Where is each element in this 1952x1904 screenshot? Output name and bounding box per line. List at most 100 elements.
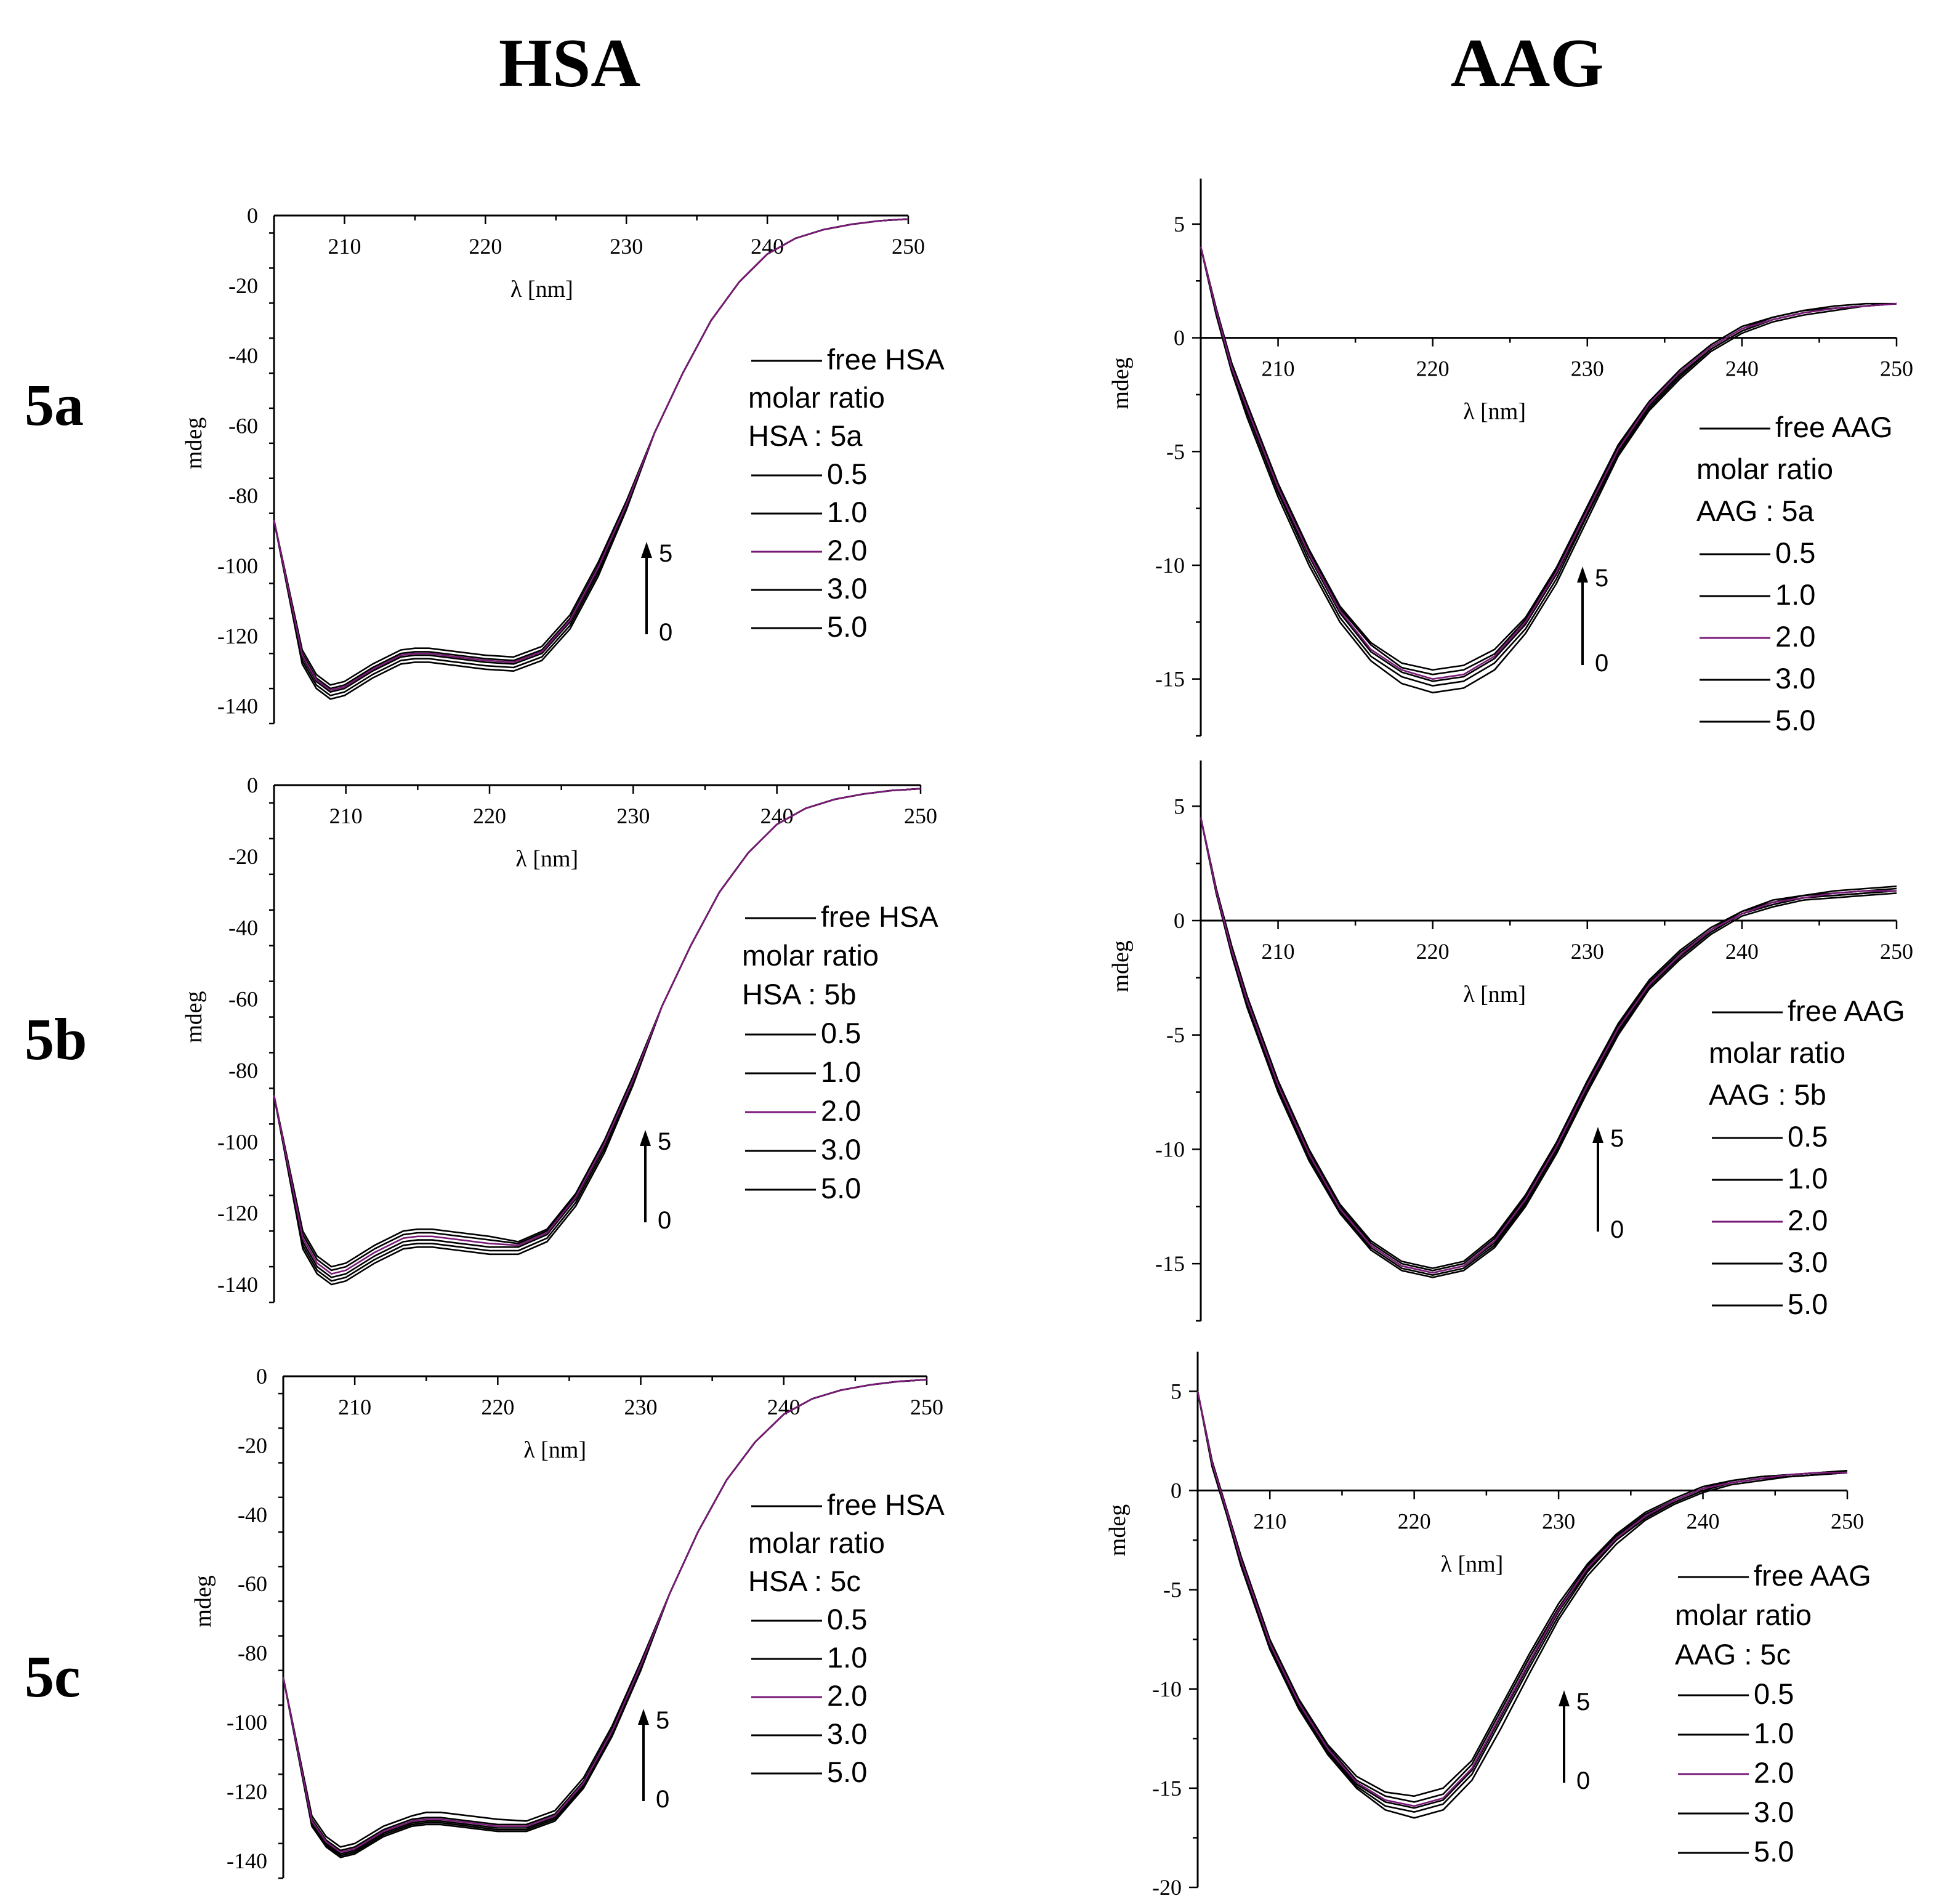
series-line-5.0 <box>1200 246 1897 671</box>
legend-entry-label: 2.0 <box>821 1094 861 1127</box>
arrow-head <box>638 1709 649 1725</box>
legend: free HSA molar ratio HSA : 5c 0.5 1.0 2.0 3.0 5… <box>748 1488 945 1788</box>
x-tick-label: 240 <box>767 1395 801 1419</box>
legend-title: HSA : 5b <box>742 978 857 1010</box>
y-axis-label: mdeg <box>181 418 207 469</box>
x-tick-label: 250 <box>910 1395 943 1419</box>
trend-arrow: 50 <box>638 1707 669 1813</box>
legend-entry-label: 5.0 <box>1754 1835 1794 1868</box>
legend-title: molar ratio <box>742 939 879 972</box>
y-tick-label: -5 <box>1166 1023 1185 1047</box>
y-tick-label: -10 <box>1155 553 1185 578</box>
y-tick-label: 5 <box>1171 1379 1182 1403</box>
y-tick-label: -100 <box>217 554 258 578</box>
x-tick-label: 220 <box>481 1395 514 1419</box>
y-tick-label: -10 <box>1152 1677 1182 1701</box>
legend-entry-label: 3.0 <box>827 1717 867 1750</box>
y-tick-label: -20 <box>228 273 258 298</box>
legend-free-label: free HSA <box>821 900 938 933</box>
x-tick-label: 210 <box>1262 357 1295 381</box>
legend-free-label: free AAG <box>1754 1559 1871 1592</box>
legend-entry-label: 0.5 <box>1775 536 1815 569</box>
legend-entry-label: 2.0 <box>827 1679 867 1712</box>
legend-entry-label: 0.5 <box>827 458 867 490</box>
series-line-0.5 <box>273 218 909 696</box>
y-tick-label: 0 <box>247 773 258 797</box>
series-line-2.0 <box>273 218 909 692</box>
legend: free AAG molar ratio AAG : 5b 0.5 1.0 2.0 3.0 5… <box>1709 994 1905 1320</box>
legend-entry-label: 3.0 <box>1788 1246 1828 1278</box>
series-line-3.0 <box>273 218 909 690</box>
arrow-head <box>641 542 652 558</box>
row-label-5c: 5c <box>25 1644 81 1709</box>
row-label-5a: 5a <box>25 372 84 438</box>
legend-entry-label: 3.0 <box>1775 662 1815 695</box>
x-axis-label: λ [nm] <box>523 1437 586 1463</box>
x-tick-label: 230 <box>610 234 643 259</box>
legend-title: molar ratio <box>1709 1036 1845 1069</box>
arrow-label-end: 5 <box>658 1128 671 1155</box>
arrow-label-end: 5 <box>1595 565 1608 592</box>
trend-arrow: 50 <box>1592 1125 1624 1243</box>
legend-entry-label: 2.0 <box>1754 1756 1794 1789</box>
legend-entry-label: 5.0 <box>1788 1288 1828 1320</box>
x-tick-label: 210 <box>1262 939 1295 964</box>
legend-free-label: free HSA <box>827 1488 945 1521</box>
y-tick-label: -40 <box>228 916 258 940</box>
arrow-label-start: 0 <box>658 1207 671 1234</box>
y-tick-label: -5 <box>1166 439 1185 464</box>
arrow-head <box>1577 567 1588 583</box>
legend-title: molar ratio <box>1675 1599 1812 1631</box>
x-tick-label: 250 <box>1880 357 1913 381</box>
y-tick-label: -60 <box>228 987 258 1012</box>
x-tick-label: 250 <box>904 804 937 828</box>
legend-free-label: free AAG <box>1775 411 1893 443</box>
series-line-1.0 <box>1200 817 1897 1274</box>
legend: free AAG molar ratio AAG : 5c 0.5 1.0 2.0 3.0 5… <box>1675 1559 1871 1868</box>
arrow-label-end: 5 <box>1576 1688 1590 1716</box>
series-line-5.0 <box>1200 817 1897 1269</box>
x-tick-label: 220 <box>469 234 502 259</box>
legend-entry-label: 2.0 <box>1775 620 1815 653</box>
x-tick-label: 230 <box>616 804 650 828</box>
y-tick-label: 0 <box>247 203 258 228</box>
legend-title: AAG : 5b <box>1709 1078 1826 1111</box>
y-tick-label: -5 <box>1163 1578 1182 1602</box>
y-tick-label: -80 <box>228 483 258 508</box>
x-tick-label: 230 <box>1571 357 1604 381</box>
y-tick-label: -15 <box>1155 1251 1185 1276</box>
legend-entry-label: 1.0 <box>1775 578 1815 611</box>
y-tick-label: 0 <box>1174 326 1185 350</box>
arrow-label-start: 0 <box>1576 1767 1590 1794</box>
legend-entry-label: 0.5 <box>827 1603 867 1636</box>
panel-5c-hsa: 0 -20 -40 -60 -80 -100 -120 -140 210 220 230 240 250… <box>190 1364 945 1879</box>
y-tick-label: -80 <box>228 1058 258 1083</box>
legend-free-label: free AAG <box>1788 994 1905 1027</box>
legend-entry-label: 3.0 <box>821 1133 861 1166</box>
x-tick-label: 220 <box>1416 939 1450 964</box>
y-tick-label: -20 <box>238 1433 267 1458</box>
trend-arrow: 50 <box>1577 565 1608 677</box>
y-tick-label: -10 <box>1155 1137 1185 1161</box>
series-line-2.0 <box>273 788 921 1275</box>
series-line-2.0 <box>1200 246 1897 680</box>
x-tick-label: 210 <box>338 1395 371 1419</box>
legend-entry-label: 0.5 <box>1788 1120 1828 1153</box>
legend-entry-label: 0.5 <box>821 1017 861 1049</box>
x-tick-label: 220 <box>1398 1509 1431 1534</box>
arrow-head <box>1559 1690 1570 1706</box>
trend-arrow: 50 <box>1559 1688 1590 1794</box>
series-line-2.0 <box>282 1379 927 1854</box>
column-title-hsa: HSA <box>499 25 640 102</box>
y-tick-label: 0 <box>256 1364 267 1389</box>
y-axis-label: mdeg <box>1108 940 1134 992</box>
x-tick-label: 240 <box>1725 939 1759 964</box>
y-tick-label: -120 <box>217 624 258 648</box>
y-tick-label: -15 <box>1152 1776 1182 1801</box>
y-tick-label: 5 <box>1174 212 1185 236</box>
arrow-label-start: 0 <box>656 1786 669 1813</box>
legend-entry-label: 1.0 <box>827 1641 867 1674</box>
arrow-label-end: 5 <box>659 540 672 567</box>
